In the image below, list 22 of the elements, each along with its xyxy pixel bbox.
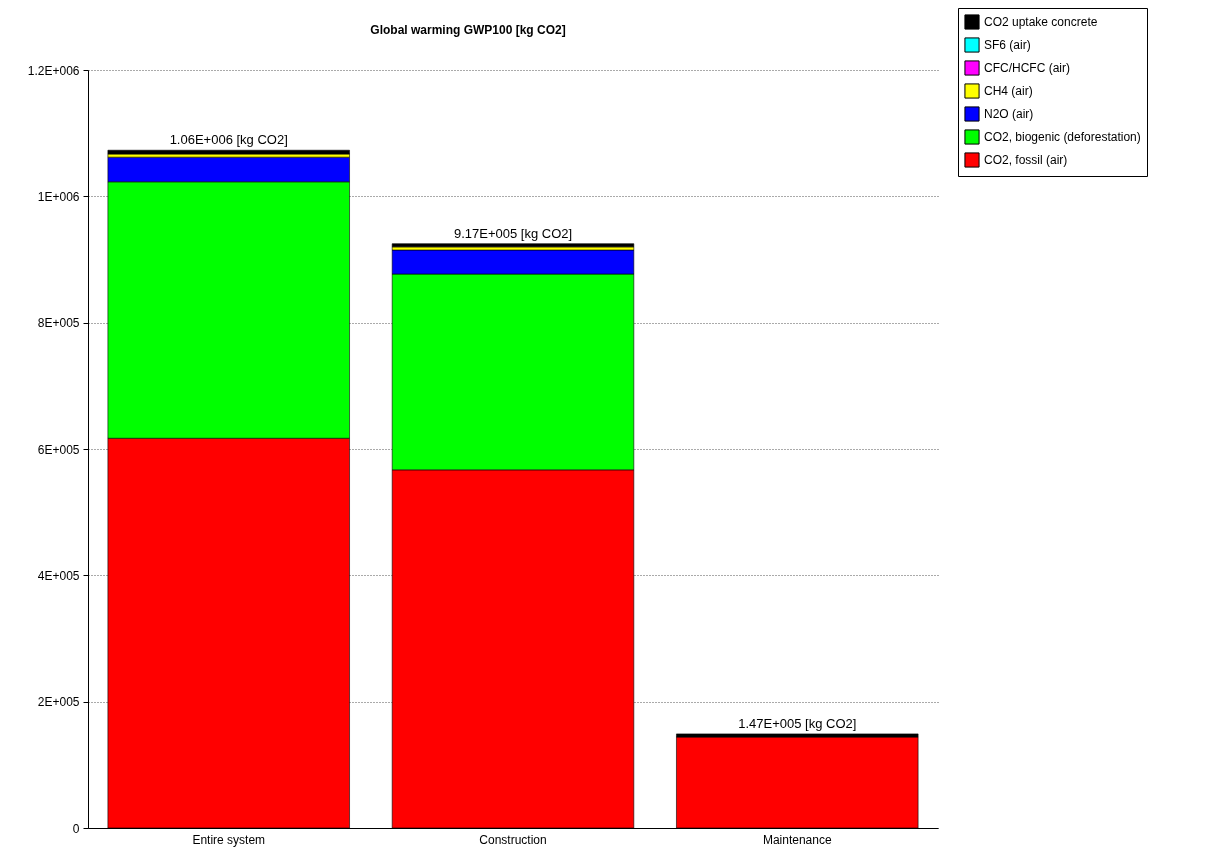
total-label: 1.47E+005 [kg CO2] bbox=[738, 715, 857, 731]
y-tick-label: 4E+005 bbox=[37, 568, 80, 583]
y-tick-label: 6E+005 bbox=[37, 442, 80, 457]
y-tick-label: 8E+005 bbox=[37, 316, 80, 331]
legend-label: CFC/HCFC (air) bbox=[984, 61, 1070, 75]
y-tick-label: 0 bbox=[72, 821, 80, 836]
legend-label: CO2 uptake concrete bbox=[984, 15, 1098, 29]
x-tick-label: Construction bbox=[479, 832, 547, 847]
legend-label: CH4 (air) bbox=[984, 84, 1033, 98]
x-tick-label: Maintenance bbox=[762, 832, 832, 847]
y-tick-label: 1.2E+006 bbox=[27, 63, 80, 78]
legend-label: CO2, fossil (air) bbox=[984, 153, 1068, 167]
total-label: 9.17E+005 [kg CO2] bbox=[453, 225, 573, 241]
total-label: 1.06E+006 [kg CO2] bbox=[169, 132, 288, 148]
legend-label: SF6 (air) bbox=[984, 38, 1031, 52]
legend-label: N2O (air) bbox=[984, 107, 1034, 121]
bar bbox=[107, 149, 350, 155]
x-tick-label: Entire system bbox=[192, 832, 266, 847]
y-tick-label: 2E+005 bbox=[37, 695, 80, 710]
y-tick-label: 1E+006 bbox=[37, 189, 80, 204]
chart-title: Global warming GWP100 [kg CO2] bbox=[370, 23, 566, 37]
legend-label: CO2, biogenic (deforestation) bbox=[984, 130, 1141, 144]
